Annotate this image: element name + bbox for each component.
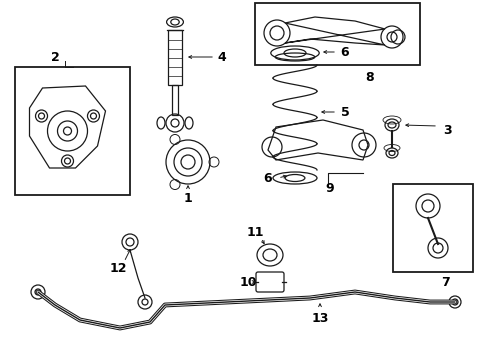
Text: 1: 1	[184, 192, 193, 204]
Text: 10: 10	[239, 275, 257, 288]
Text: 13: 13	[311, 311, 329, 324]
Text: 5: 5	[341, 105, 349, 118]
Text: 6: 6	[341, 45, 349, 59]
Bar	[168, 30, 182, 85]
Text: 8: 8	[366, 71, 374, 84]
Text: 11: 11	[246, 225, 264, 239]
Text: 6: 6	[264, 171, 272, 185]
Bar	[255, 3, 420, 65]
Bar	[15, 67, 130, 195]
Text: 4: 4	[218, 50, 226, 63]
Bar	[393, 184, 473, 272]
Bar	[172, 85, 178, 115]
Text: 3: 3	[443, 123, 452, 136]
Text: 12: 12	[109, 261, 127, 275]
Text: 2: 2	[50, 50, 59, 63]
Text: 7: 7	[441, 275, 450, 288]
Text: 9: 9	[326, 181, 334, 194]
